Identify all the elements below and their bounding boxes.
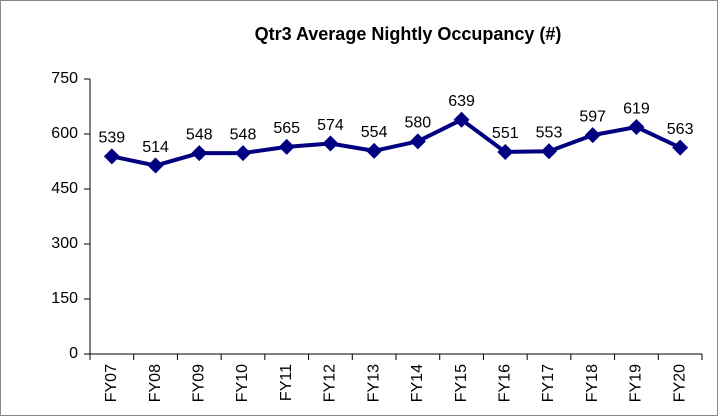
x-tick-label: FY08 — [147, 364, 164, 402]
marker — [453, 111, 470, 128]
x-tick-label: FY10 — [234, 364, 251, 402]
marker — [628, 119, 645, 136]
y-tick-label: 0 — [69, 345, 78, 362]
y-tick-label: 300 — [51, 235, 78, 252]
x-tick-label: FY12 — [322, 364, 339, 402]
x-tick-label: FY17 — [540, 364, 557, 402]
y-tick-label: 600 — [51, 125, 78, 142]
x-tick-label: FY11 — [278, 364, 295, 401]
x-tick-label: FY16 — [497, 364, 514, 402]
y-tick-label: 750 — [51, 70, 78, 87]
marker — [584, 127, 601, 144]
data-label: 514 — [142, 139, 169, 156]
y-tick-label: 150 — [51, 290, 78, 307]
y-tick-label: 450 — [51, 180, 78, 197]
x-tick-label: FY20 — [671, 364, 688, 402]
marker — [147, 157, 164, 174]
x-tick-label: FY18 — [584, 364, 601, 402]
chart-title: Qtr3 Average Nightly Occupancy (#) — [255, 24, 562, 44]
x-tick-label: FY19 — [628, 364, 645, 402]
marker — [278, 138, 295, 155]
data-label: 548 — [186, 126, 213, 143]
marker — [235, 145, 251, 162]
marker — [497, 143, 514, 160]
marker — [541, 143, 557, 160]
data-label: 539 — [99, 130, 126, 147]
data-label: 565 — [273, 120, 300, 137]
data-label: 574 — [317, 117, 344, 134]
marker — [366, 142, 383, 159]
data-label: 580 — [405, 115, 432, 132]
data-label: 563 — [667, 121, 694, 138]
data-label: 639 — [448, 93, 475, 110]
data-label: 554 — [361, 124, 388, 141]
marker — [672, 139, 689, 156]
data-label: 548 — [230, 126, 257, 143]
data-label: 551 — [492, 125, 519, 142]
marker — [409, 133, 426, 150]
data-label: 619 — [623, 100, 650, 117]
marker — [191, 145, 208, 162]
x-tick-label: FY13 — [365, 364, 382, 402]
x-tick-label: FY09 — [191, 364, 208, 402]
marker — [322, 135, 339, 152]
x-tick-label: FY15 — [453, 364, 470, 402]
x-tick-label: FY07 — [103, 364, 120, 402]
x-tick-label: FY14 — [409, 364, 426, 402]
marker — [103, 148, 120, 165]
data-label: 553 — [536, 124, 563, 141]
data-label: 597 — [579, 108, 606, 125]
